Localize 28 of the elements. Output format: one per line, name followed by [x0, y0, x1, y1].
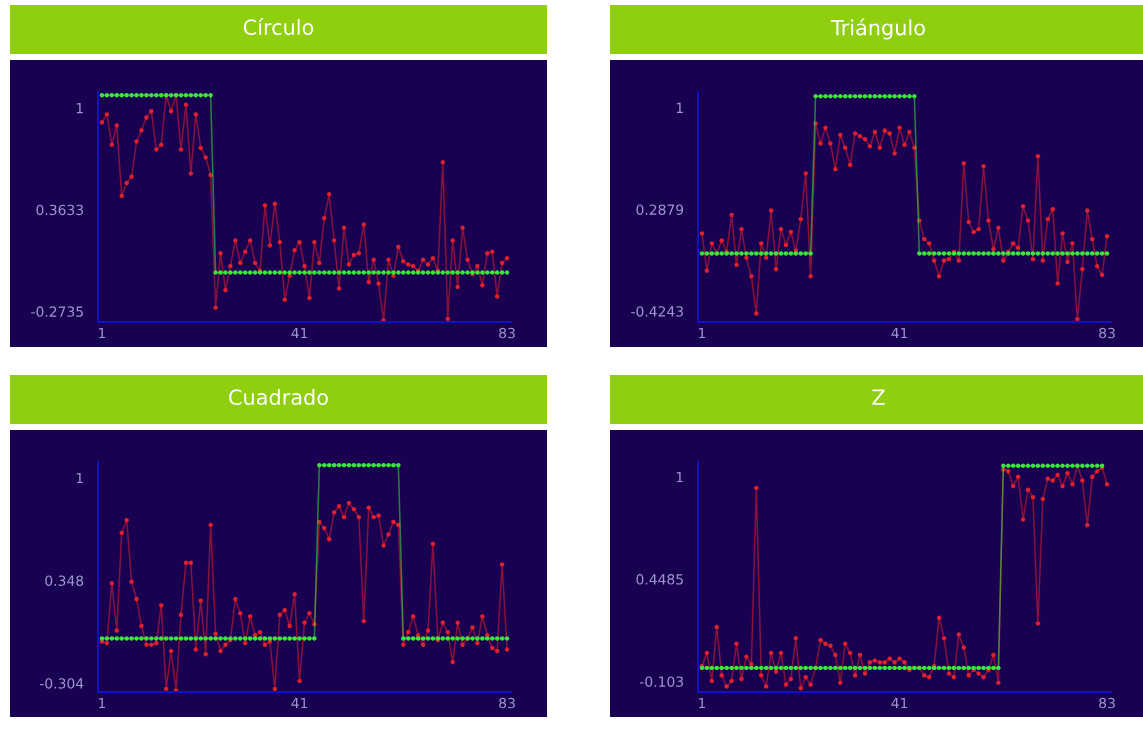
y-tick-label: 0.4485 — [636, 574, 683, 585]
x-tick-label: 41 — [291, 697, 308, 709]
x-tick-label: 1 — [699, 327, 706, 339]
y-tick-label: -0.2735 — [31, 306, 83, 317]
y-tick-label: 0.3633 — [36, 204, 83, 216]
y-tick-label: 0.2879 — [636, 204, 684, 215]
y-tick-label: -0.304 — [40, 678, 84, 689]
chart-title: Z — [872, 389, 885, 405]
x-tick-label: 1 — [99, 327, 106, 339]
y-tick-label: -0.103 — [640, 676, 683, 687]
x-tick-label: 83 — [499, 327, 515, 339]
y-tick-label: 1 — [676, 471, 683, 483]
y-tick-label: 1 — [76, 103, 83, 114]
y-tick-label: 1 — [76, 472, 83, 484]
x-tick-label: 41 — [891, 697, 908, 709]
x-tick-label: 83 — [499, 697, 515, 709]
x-tick-label: 41 — [891, 327, 908, 339]
x-tick-label: 1 — [699, 697, 706, 709]
x-tick-label: 41 — [291, 327, 308, 339]
y-tick-label: -0.4243 — [631, 306, 683, 317]
chart-title: Cuadrado — [229, 388, 328, 406]
x-tick-label: 83 — [1099, 697, 1115, 709]
x-tick-label: 83 — [1099, 327, 1115, 339]
chart-title: Círculo — [243, 18, 314, 36]
y-tick-label: 0.348 — [45, 575, 84, 586]
chart-title: Triángulo — [830, 18, 925, 40]
y-tick-label: 1 — [676, 102, 683, 113]
x-tick-label: 1 — [99, 697, 106, 709]
